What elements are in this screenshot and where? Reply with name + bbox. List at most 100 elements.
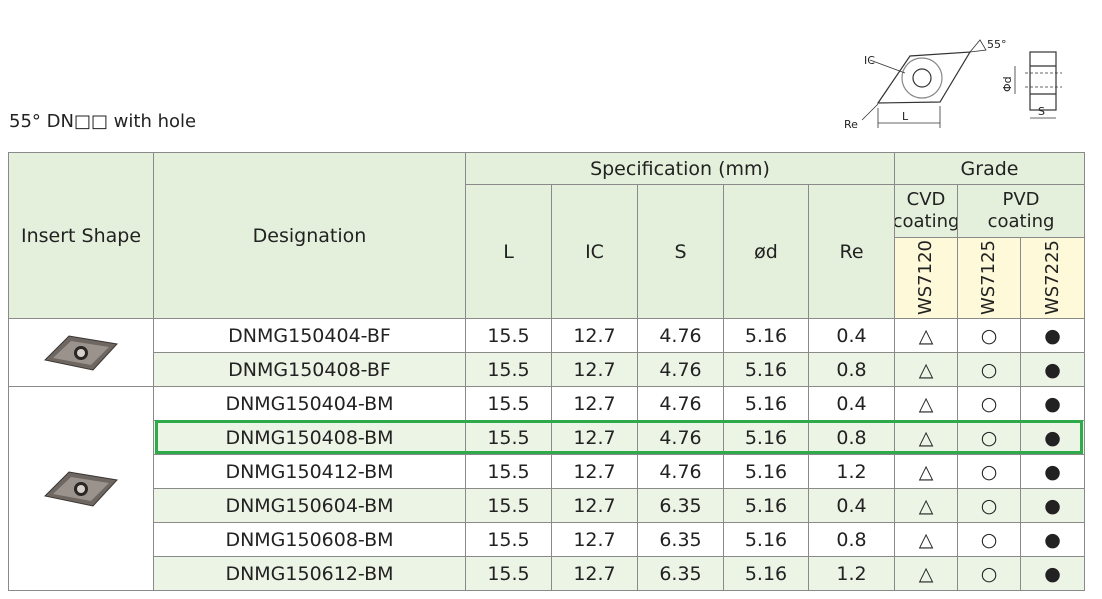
header-cell: IC [551, 184, 638, 319]
table-cell: DNMG150612-BM [153, 556, 466, 591]
header-cell: PVD coating [957, 184, 1085, 238]
table-cell: 5.16 [723, 420, 809, 455]
table-cell: 15.5 [465, 318, 552, 353]
diagram-label: Re [844, 118, 858, 131]
cell-text: ○ [980, 426, 998, 449]
table-cell: ○ [957, 420, 1021, 455]
cell-text: ● [1044, 324, 1061, 347]
cell-text: 4.76 [659, 358, 702, 381]
table-cell: ● [1020, 420, 1085, 455]
table-cell: △ [894, 488, 958, 523]
table-cell: 5.16 [723, 454, 809, 489]
cell-text: 12.7 [573, 324, 616, 347]
cell-text: 5.16 [744, 528, 788, 551]
table-cell: ● [1020, 386, 1085, 421]
cell-text: WS7120 [915, 240, 936, 316]
table-cell: ○ [957, 386, 1021, 421]
table-cell: 12.7 [551, 556, 638, 591]
table-cell: ● [1020, 352, 1085, 387]
table-cell: 12.7 [551, 386, 638, 421]
cell-text: 12.7 [573, 426, 616, 449]
cell-text: 5.16 [744, 426, 788, 449]
diagram-label: L [902, 110, 909, 123]
cell-text: 6.35 [659, 528, 702, 551]
cell-text: DNMG150608-BM [225, 528, 394, 551]
header-cell: S [637, 184, 724, 319]
table-cell: 5.16 [723, 556, 809, 591]
table-cell: 15.5 [465, 488, 552, 523]
table-cell: 4.76 [637, 420, 724, 455]
cell-text: △ [918, 392, 934, 415]
insert-image [43, 334, 118, 371]
table-cell: 15.5 [465, 386, 552, 421]
table-cell: △ [894, 318, 958, 353]
table-cell: 12.7 [551, 522, 638, 557]
table-cell: 4.76 [637, 318, 724, 353]
table-cell: ○ [957, 318, 1021, 353]
table-cell: 0.4 [808, 386, 895, 421]
cell-text: 0.4 [836, 392, 867, 415]
cell-text: 0.8 [836, 426, 867, 449]
table-cell: DNMG150404-BF [153, 318, 466, 353]
cell-text: 5.16 [744, 392, 788, 415]
cell-text: △ [918, 426, 934, 449]
cell-text: DNMG150612-BM [225, 562, 394, 585]
cell-text: 1.2 [836, 562, 867, 585]
diagram-label: 55° [987, 38, 1007, 51]
table-cell: △ [894, 454, 958, 489]
cell-text: 4.76 [659, 324, 702, 347]
cell-text: ○ [980, 460, 998, 483]
cell-text: IC [585, 240, 604, 263]
table-cell: 5.16 [723, 386, 809, 421]
cell-text: Insert Shape [20, 224, 142, 247]
cell-text: PVD coating [987, 189, 1055, 232]
cell-text: ○ [980, 392, 998, 415]
table-cell: 12.7 [551, 488, 638, 523]
cell-text: ○ [980, 562, 998, 585]
table-cell: DNMG150604-BM [153, 488, 466, 523]
table-cell: 12.7 [551, 318, 638, 353]
table-cell: ○ [957, 454, 1021, 489]
cell-text: Designation [252, 224, 367, 247]
table-cell: △ [894, 556, 958, 591]
grade-header: WS7120 [894, 237, 958, 319]
cell-text: 15.5 [487, 460, 530, 483]
cell-text: ○ [980, 358, 998, 381]
cell-text: 12.7 [573, 392, 616, 415]
cell-text: 15.5 [487, 528, 530, 551]
table-cell: 15.5 [465, 556, 552, 591]
table-cell: 0.4 [808, 318, 895, 353]
cell-text: CVD coating [892, 189, 960, 232]
table-cell: 12.7 [551, 352, 638, 387]
table-cell: ● [1020, 454, 1085, 489]
cell-text: 12.7 [573, 562, 616, 585]
cell-text: 15.5 [487, 358, 530, 381]
table-cell: 5.16 [723, 352, 809, 387]
table-cell: 4.76 [637, 386, 724, 421]
cell-text: WS7225 [1041, 240, 1063, 316]
cell-text: 12.7 [573, 528, 616, 551]
cell-text: ● [1044, 392, 1061, 415]
cell-text: ● [1044, 494, 1061, 517]
table-cell: 0.8 [808, 522, 895, 557]
cell-text: △ [918, 494, 934, 517]
cell-text: DNMG150408-BM [225, 426, 394, 449]
table-cell: 0.8 [808, 420, 895, 455]
cell-text: DNMG150404-BF [228, 324, 391, 347]
cell-text: 5.16 [744, 324, 788, 347]
cell-text: Grade [960, 157, 1019, 180]
table-cell: △ [894, 522, 958, 557]
header-cell: Re [808, 184, 895, 319]
table-cell: ○ [957, 556, 1021, 591]
cell-text: 6.35 [659, 562, 702, 585]
cell-text: 5.16 [744, 562, 788, 585]
cell-text: △ [918, 562, 934, 585]
diagram-label: Φd [1001, 76, 1014, 92]
cell-text: DNMG150604-BM [225, 494, 394, 517]
cell-text: 12.7 [573, 358, 616, 381]
cell-text: 0.8 [836, 528, 867, 551]
cell-text: 4.76 [659, 460, 702, 483]
cell-text: 0.8 [836, 358, 867, 381]
cell-text: 12.7 [573, 494, 616, 517]
